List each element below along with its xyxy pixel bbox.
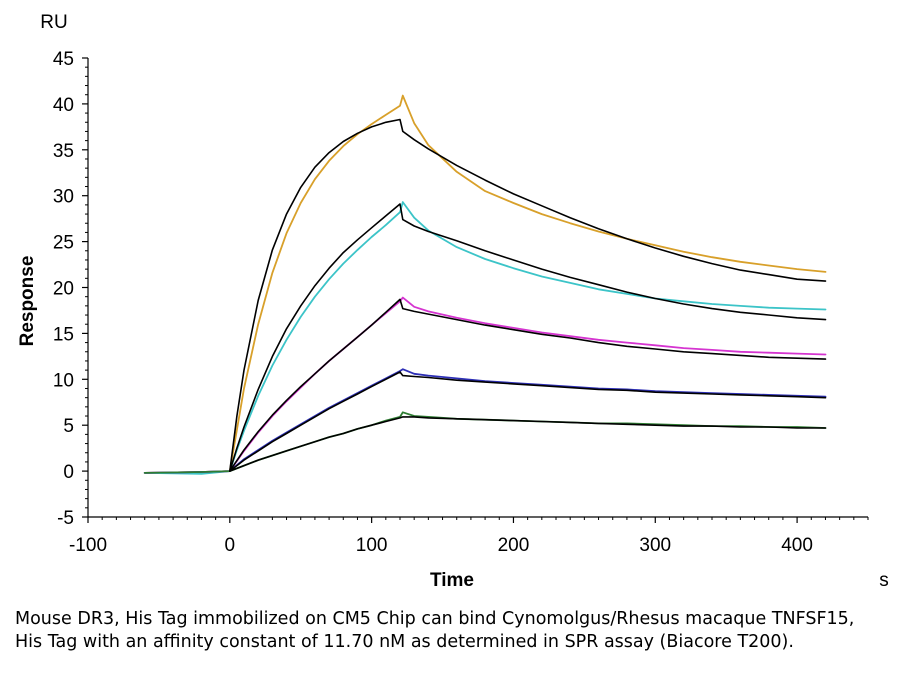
spr-sensorgram-chart: -5 0 5 10 15 20 25 30 35 40 45 -100 0 100 200 300 400 RU…	[17, 12, 889, 591]
x-tick-label: 300	[639, 535, 671, 556]
x-axis-title: Time	[430, 570, 474, 591]
y-tick-label: 25	[53, 233, 74, 254]
chart-axes: -5 0 5 10 15 20 25 30 35 40 45 -100 0 100 200 300 400	[53, 49, 869, 556]
y-tick-label: -5	[57, 508, 74, 529]
x-unit-label: s	[879, 570, 889, 591]
y-tick-label: 0	[63, 462, 74, 483]
fit-curve-7	[229, 298, 827, 472]
y-tick-label: 20	[53, 279, 74, 300]
y-tick-label: 10	[53, 370, 74, 391]
y-tick-label: 35	[53, 141, 74, 162]
fit-curve-6	[229, 203, 827, 472]
y-tick-label: 45	[53, 49, 74, 70]
y-tick-label: 40	[53, 95, 74, 116]
x-tick-label: 200	[498, 535, 530, 556]
fit-curve-9	[229, 416, 827, 472]
y-tick-label: 15	[53, 324, 74, 345]
response-curve-1	[143, 201, 827, 475]
x-tick-label: 100	[356, 535, 388, 556]
fit-curve-8	[229, 371, 827, 472]
y-tick-label: 30	[53, 187, 74, 208]
x-tick-label: 0	[225, 535, 236, 556]
x-tick-label: -100	[69, 535, 107, 556]
y-axis-title: Response	[17, 256, 38, 347]
figure-caption: Mouse DR3, His Tag immobilized on CM5 Ch…	[15, 609, 855, 652]
y-unit-label: RU	[40, 12, 67, 33]
y-tick-label: 5	[63, 416, 74, 437]
fit-curve-5	[229, 118, 827, 472]
response-curve-0	[143, 94, 827, 474]
x-tick-label: 400	[781, 535, 813, 556]
series-layer	[143, 94, 827, 475]
